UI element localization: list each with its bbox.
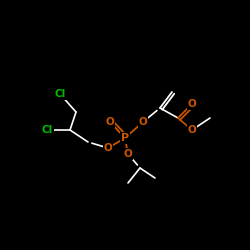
Text: Cl: Cl: [54, 89, 66, 99]
Text: P: P: [121, 133, 129, 143]
Text: O: O: [138, 117, 147, 127]
Text: Cl: Cl: [42, 125, 52, 135]
Text: O: O: [104, 143, 112, 153]
Text: O: O: [124, 149, 132, 159]
Text: O: O: [106, 117, 114, 127]
Text: O: O: [188, 125, 196, 135]
Text: O: O: [188, 99, 196, 109]
